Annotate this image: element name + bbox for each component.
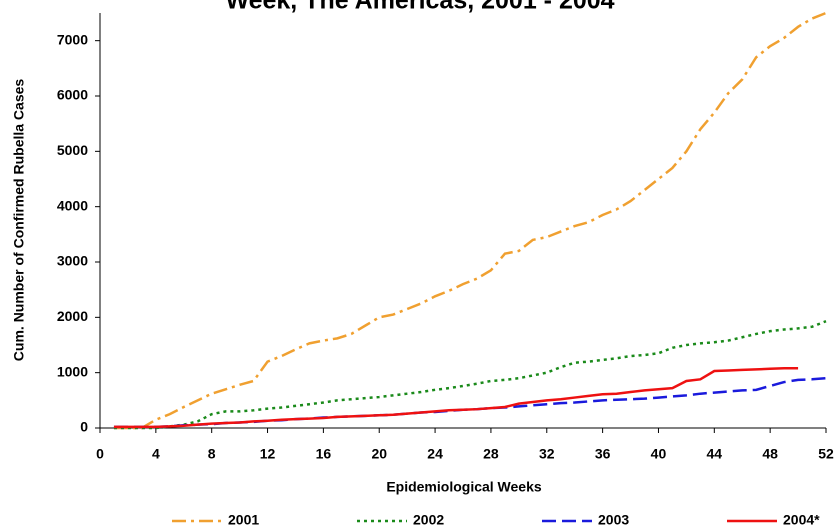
x-tick-label: 24 (427, 446, 443, 462)
y-tick-label: 2000 (57, 308, 88, 324)
legend-label: 2001 (228, 512, 259, 528)
x-tick-label: 8 (208, 446, 216, 462)
y-tick-label: 6000 (57, 87, 88, 103)
x-tick-label: 44 (707, 446, 723, 462)
x-tick-label: 0 (96, 446, 104, 462)
x-tick-label: 12 (260, 446, 276, 462)
y-tick-label: 7000 (57, 31, 88, 47)
x-tick-label: 48 (762, 446, 778, 462)
series-line (113, 320, 827, 430)
y-tick-label: 3000 (57, 253, 88, 269)
y-axis-label: Cum. Number of Confirmed Rubella Cases (11, 79, 27, 362)
x-tick-label: 28 (483, 446, 499, 462)
y-tick-label: 1000 (57, 363, 88, 379)
series-line (113, 366, 799, 429)
legend-label: 2003 (598, 512, 629, 528)
x-tick-label: 32 (539, 446, 555, 462)
series-line (113, 11, 827, 430)
x-tick-label: 40 (651, 446, 667, 462)
x-tick-label: 52 (818, 446, 834, 462)
x-axis-label: Epidemiological Weeks (386, 479, 542, 495)
y-tick-label: 4000 (57, 197, 88, 213)
legend-label: 2002 (413, 512, 444, 528)
x-tick-label: 4 (152, 446, 160, 462)
y-tick-label: 0 (80, 419, 88, 435)
x-tick-label: 16 (316, 446, 332, 462)
y-tick-label: 5000 (57, 142, 88, 158)
legend-label: 2004* (783, 512, 820, 528)
series-line (113, 376, 827, 429)
x-tick-label: 20 (371, 446, 387, 462)
x-tick-label: 36 (595, 446, 611, 462)
chart-title: Week, The Americas, 2001 - 2004 (225, 0, 614, 15)
